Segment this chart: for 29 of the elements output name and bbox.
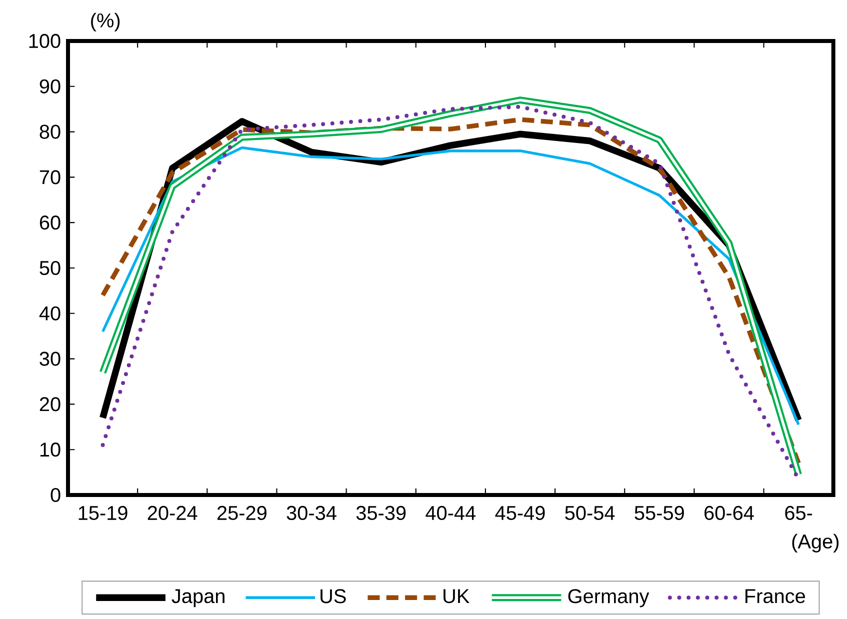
y-tick-label: 10 bbox=[40, 442, 60, 457]
y-tick-label: 20 bbox=[40, 397, 60, 412]
legend-label: Japan bbox=[172, 589, 224, 608]
y-tick-label: 90 bbox=[40, 79, 60, 94]
legend-label: UK bbox=[444, 589, 470, 604]
x-axis-title: (Age) bbox=[792, 534, 839, 552]
y-tick-label: 0 bbox=[50, 488, 60, 502]
y-tick-label: 60 bbox=[40, 216, 60, 230]
x-tick-label: 50-54 bbox=[565, 506, 615, 520]
y-tick-label: 30 bbox=[40, 352, 60, 366]
x-tick-label: 30-34 bbox=[286, 506, 336, 520]
y-axis-title: (%) bbox=[91, 12, 120, 32]
y-tick-label: 50 bbox=[40, 260, 60, 276]
x-tick-label: 25-29 bbox=[217, 506, 266, 520]
x-tick-label: 60-64 bbox=[704, 506, 754, 520]
legend-label: Germany bbox=[568, 589, 650, 608]
legend-label: France bbox=[746, 589, 805, 604]
y-tick-label: 70 bbox=[40, 170, 60, 184]
x-tick-label: 40-44 bbox=[426, 506, 476, 520]
y-tick-label: 40 bbox=[39, 306, 60, 320]
legend-label: US bbox=[320, 589, 346, 604]
x-tick-label: 65- bbox=[785, 506, 812, 520]
x-tick-label: 35-39 bbox=[356, 506, 406, 520]
x-tick-label: 15-19 bbox=[78, 506, 128, 520]
y-tick-label: 100 bbox=[29, 34, 60, 48]
y-tick-label: 80 bbox=[40, 124, 60, 139]
x-tick-label: 20-24 bbox=[148, 506, 198, 520]
x-tick-label: 55-59 bbox=[634, 506, 684, 520]
x-tick-label: 45-49 bbox=[495, 506, 545, 520]
